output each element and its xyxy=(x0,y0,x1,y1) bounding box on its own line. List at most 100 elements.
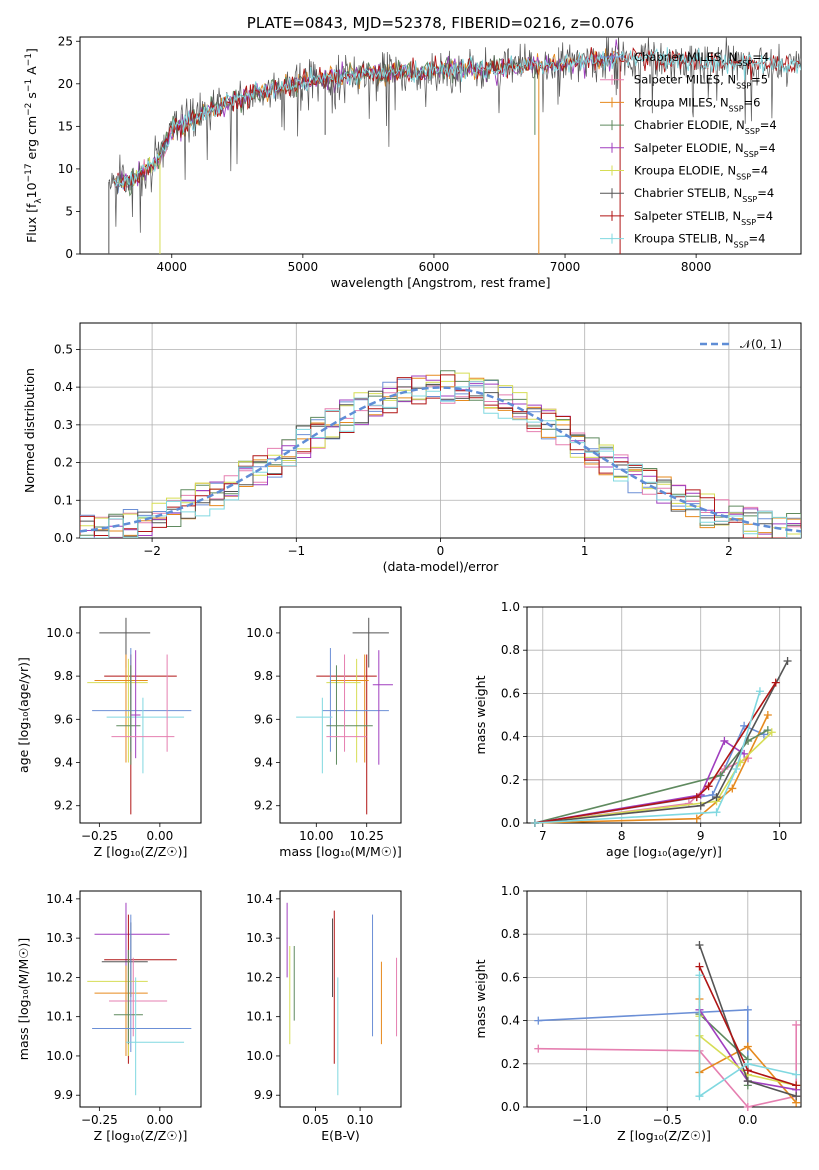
x-tick-label: 10 xyxy=(772,829,787,843)
spectra-lines xyxy=(108,37,801,254)
weight-line-kroupa-stelib xyxy=(698,975,797,1098)
weight-marker xyxy=(792,1020,801,1029)
x-axis-label: wavelength [Angstrom, rest frame] xyxy=(330,275,550,290)
weight-marker xyxy=(763,711,772,719)
y-tick-label: 5 xyxy=(65,204,73,218)
axes-frame xyxy=(279,890,402,1108)
y-tick-label: 10 xyxy=(58,162,73,176)
weight-marker xyxy=(530,819,539,827)
weight-marker xyxy=(771,678,780,687)
legend-entry: Salpeter MILES, NSSP=5 xyxy=(634,73,768,91)
weight-marker xyxy=(743,1042,752,1051)
legend-entry: 𝒩(0, 1) xyxy=(740,337,782,351)
y-tick-label: 0.8 xyxy=(501,927,520,941)
weight-marker xyxy=(783,657,792,665)
y-tick-label: 10.1 xyxy=(246,1010,273,1024)
weight-line-chabrier-elodie xyxy=(534,729,769,824)
weight-line-salpeter-stelib xyxy=(534,682,777,824)
x-axis-label: (data-model)/error xyxy=(383,559,500,574)
y-tick-label: 0.0 xyxy=(54,531,73,545)
legend-entry: Kroupa STELIB, NSSP=4 xyxy=(634,232,765,250)
y-tick-label: 20 xyxy=(58,77,73,91)
x-tick-label: 10.25 xyxy=(350,829,384,843)
y-tick-label: 10.3 xyxy=(246,931,273,945)
y-tick-label: 10.2 xyxy=(246,970,273,984)
x-tick-label: 7000 xyxy=(550,260,581,274)
y-tick-label: 9.2 xyxy=(54,799,73,813)
weight-marker xyxy=(755,687,764,696)
x-axis-label: age [log₁₀(age/yr)] xyxy=(606,844,722,859)
chart-title: PLATE=0843, MJD=52378, FIBERID=0216, z=0… xyxy=(247,14,634,32)
legend: Chabrier MILES, NSSP=4 Salpeter MILES, NS… xyxy=(600,50,777,249)
x-tick-label: 9 xyxy=(697,829,705,843)
weight-marker xyxy=(695,1092,704,1101)
x-tick-label: 8000 xyxy=(681,260,712,274)
weight-line-kroupa-miles xyxy=(534,714,769,824)
weight-marker xyxy=(743,1005,752,1014)
y-axis-label: age [log₁₀(age/yr)] xyxy=(16,657,31,773)
y-tick-label: 0.0 xyxy=(501,1100,520,1114)
y-tick-label: 10.2 xyxy=(46,970,73,984)
x-tick-label: 2 xyxy=(725,544,733,558)
x-tick-label: 0.10 xyxy=(347,1113,374,1127)
weight-marker xyxy=(792,1081,801,1090)
weight-marker xyxy=(696,801,705,810)
weight-marker xyxy=(695,962,704,971)
weight-line-chabrier-stelib xyxy=(534,660,789,824)
histogram-salpeter-stelib xyxy=(80,374,801,538)
x-tick-label: 5000 xyxy=(288,260,319,274)
legend-entry: Kroupa ELODIE, NSSP=4 xyxy=(634,164,768,182)
x-tick-label: −0.25 xyxy=(81,1113,118,1127)
x-tick-label: 8 xyxy=(618,829,626,843)
weight-marker xyxy=(692,793,701,802)
x-tick-label: 0.05 xyxy=(302,1113,329,1127)
age-vs-mass-panel: 10.00 10.25 9.2 9.4 9.6 9.8 10.0 mass [log₁₀(M/… xyxy=(246,606,402,859)
x-tick-label: 0.00 xyxy=(147,1113,174,1127)
weight-marker xyxy=(695,941,704,949)
weight-line-chabrier-miles xyxy=(538,1008,749,1075)
axes-frame xyxy=(279,606,402,824)
x-tick-label: −0.5 xyxy=(653,1113,682,1127)
y-tick-label: 0.4 xyxy=(501,730,520,744)
weight-marker xyxy=(732,765,741,773)
x-tick-label: 0.0 xyxy=(738,1113,757,1127)
residuals-panel: −2 −1 0 1 2 0.0 0.1 0.2 0.3 0.4 0.5 (data-model)/er… xyxy=(22,322,802,574)
y-tick-label: 0.8 xyxy=(501,643,520,657)
x-axis-label: Z [log₁₀(Z/Z☉)] xyxy=(617,1128,711,1143)
y-tick-label: 9.4 xyxy=(54,756,73,770)
y-tick-label: 10.0 xyxy=(46,1049,73,1063)
y-tick-label: 9.9 xyxy=(54,1088,73,1102)
x-tick-label: 6000 xyxy=(419,260,450,274)
histogram-kroupa-stelib xyxy=(80,381,801,538)
weight-marker xyxy=(534,1016,543,1025)
x-axis-label: mass [log₁₀(M/M☉)] xyxy=(279,844,401,859)
weight-vs-metallicity-panel: −1.0 −0.5 0.0 0.0 0.2 0.4 0.6 0.8 1.0 Z [log₁₀(Z/… xyxy=(473,884,802,1143)
mass-vs-extinction-panel: 0.05 0.10 9.9 10.0 10.1 10.2 10.3 10.4 E(B-V) xyxy=(246,890,402,1143)
y-tick-label: 9.8 xyxy=(54,669,73,683)
y-tick-label: 1.0 xyxy=(501,600,520,614)
y-tick-label: 10.0 xyxy=(46,626,73,640)
x-tick-label: 7 xyxy=(539,829,547,843)
histograms xyxy=(80,370,801,538)
weight-marker xyxy=(743,1077,752,1086)
y-tick-label: 0.2 xyxy=(501,773,520,787)
x-tick-label: −1.0 xyxy=(572,1113,601,1127)
age-vs-metallicity-panel: −0.25 0.00 9.2 9.4 9.6 9.8 10.0 Z [log₁₀(Z/Z☉)]… xyxy=(16,606,202,859)
y-tick-label: 0.2 xyxy=(54,456,73,470)
x-tick-label: 10.00 xyxy=(299,829,333,843)
x-axis-label: Z [log₁₀(Z/Z☉)] xyxy=(94,844,188,859)
y-tick-label: 0.6 xyxy=(501,686,520,700)
x-tick-label: −1 xyxy=(287,544,305,558)
y-tick-label: 10.1 xyxy=(46,1010,73,1024)
y-tick-label: 0.0 xyxy=(501,816,520,830)
y-tick-label: 0.1 xyxy=(54,493,73,507)
y-tick-label: 9.2 xyxy=(254,799,273,813)
y-tick-label: 10.0 xyxy=(246,626,273,640)
y-axis-label: mass weight xyxy=(473,675,488,754)
spectrum-chabrier-stelib xyxy=(108,37,801,233)
y-tick-label: 0 xyxy=(65,247,73,261)
y-tick-label: 0.4 xyxy=(54,380,73,394)
y-tick-label: 0.2 xyxy=(501,1057,520,1071)
y-tick-label: 15 xyxy=(58,119,73,133)
weight-marker xyxy=(534,1044,543,1053)
